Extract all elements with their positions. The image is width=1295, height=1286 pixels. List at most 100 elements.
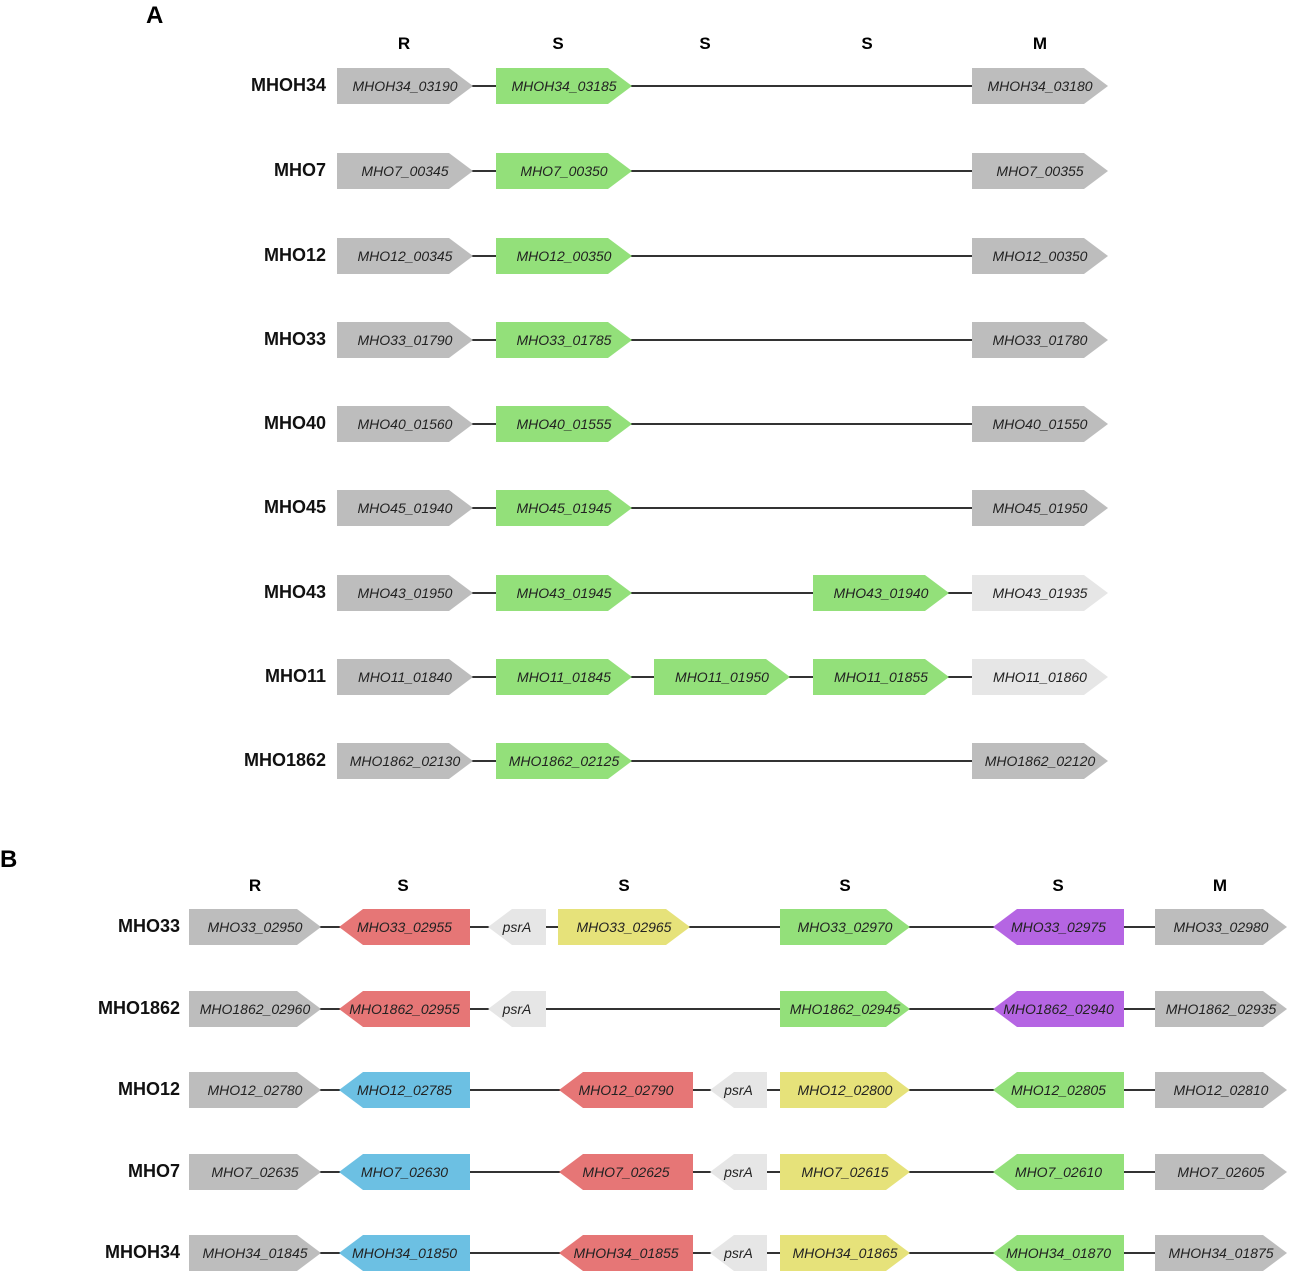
gene-label: MHO12_00345 [357, 248, 453, 264]
gene-label: MHO40_01550 [992, 416, 1088, 432]
gene-label: MHO1862_02940 [1003, 1001, 1114, 1017]
gene-arrow-fill [972, 153, 1108, 189]
column-header: S [699, 34, 711, 53]
gene-arrow: MHO7_00350 [496, 153, 632, 189]
gene-arrow: MHOH34_01850 [339, 1235, 470, 1271]
column-header: M [1032, 34, 1048, 53]
gene-label: MHO12_02810 [1173, 1082, 1269, 1098]
gene-arrow-fill [993, 1235, 1124, 1271]
gene-arrow-shape [559, 1072, 693, 1108]
gene-arrow: MHO40_01555 [496, 406, 632, 442]
gene-label: psrA [724, 1164, 753, 1180]
gene-arrow: MHO33_02950 [189, 909, 321, 945]
gene-arrow-shape [337, 68, 473, 104]
gene-arrow-shape [972, 406, 1108, 442]
cluster-row: MHO7 MHO7_02635 MHO7_02630 MHO7_02625 psrA MH… [0, 1154, 1295, 1190]
strain-label: MHO11 [264, 666, 326, 686]
gene-label: MHO33_01780 [992, 332, 1088, 348]
gene-label: psrA [502, 1001, 532, 1017]
gene-arrow-shape [337, 238, 473, 274]
gene-arrow-fill [813, 575, 949, 611]
gene-arrow-shape [337, 490, 473, 526]
gene-arrow-shape [993, 909, 1124, 945]
gene-arrow: MHOH34_01875 [1155, 1235, 1287, 1271]
gene-label: MHO33_02980 [1173, 919, 1269, 935]
gene-arrow: MHO11_01950 [654, 659, 790, 695]
gene-label: MHO12_02805 [1011, 1082, 1106, 1098]
gene-label: MHO1862_02945 [789, 1001, 901, 1017]
column-header: S [618, 876, 630, 895]
gene-arrow-shape [1155, 1235, 1287, 1271]
backbone-line [357, 507, 992, 509]
gene-arrow-fill [1155, 1154, 1287, 1190]
gene-arrow-fill [972, 322, 1108, 358]
strain-label: MHO12 [117, 1079, 180, 1099]
gene-arrow: MHO1862_02960 [189, 991, 321, 1027]
column-header: S [1052, 876, 1064, 895]
gene-arrow: MHO1862_02955 [339, 991, 470, 1027]
strain-label: MHO12 [263, 245, 326, 265]
gene-arrow-fill [189, 1072, 321, 1108]
gene-arrow: MHO40_01560 [337, 406, 473, 442]
gene-arrow-fill [339, 909, 470, 945]
gene-arrow-fill [780, 1072, 910, 1108]
gene-label: MHO33_01785 [516, 332, 612, 348]
gene-arrow-shape [972, 68, 1108, 104]
gene-label: MHO45_01950 [992, 500, 1088, 516]
gene-arrow-fill [993, 1072, 1124, 1108]
gene-label: MHO12_00350 [992, 248, 1088, 264]
gene-label: MHO11_01845 [517, 669, 611, 685]
gene-arrow-shape [972, 743, 1108, 779]
gene-arrow-fill [780, 1154, 910, 1190]
gene-arrow-shape [189, 991, 321, 1027]
gene-arrow-shape [780, 991, 910, 1027]
cluster-row: MHO1862 MHO1862_02960 MHO1862_02955 psrA MHO… [0, 991, 1295, 1027]
gene-arrow-fill [337, 153, 473, 189]
gene-arrow-fill [993, 1154, 1124, 1190]
gene-arrow: MHO33_02965 [558, 909, 690, 945]
gene-arrow: MHO33_02975 [993, 909, 1124, 945]
column-header: R [248, 876, 262, 895]
gene-arrow-shape [993, 1154, 1124, 1190]
column-header: M [1212, 876, 1228, 895]
gene-arrow: MHO33_02955 [339, 909, 470, 945]
column-header: S [839, 876, 851, 895]
backbone-line [357, 85, 992, 87]
gene-arrow-shape [339, 991, 470, 1027]
strain-label: MHO7 [273, 160, 326, 180]
gene-arrow-shape [813, 659, 949, 695]
gene-label: MHO7_02635 [211, 1164, 299, 1180]
gene-arrow-shape [496, 68, 632, 104]
gene-arrow-shape [972, 322, 1108, 358]
gene-arrow: MHO12_00350 [972, 238, 1108, 274]
gene-arrow: MHO1862_02940 [993, 991, 1124, 1027]
gene-arrow-fill [780, 909, 910, 945]
gene-label: MHO40_01560 [357, 416, 453, 432]
gene-arrow: MHO12_02790 [559, 1072, 693, 1108]
gene-label: MHOH34_03180 [987, 78, 1093, 94]
gene-arrow: psrA [710, 1154, 767, 1190]
gene-arrow-fill [654, 659, 790, 695]
gene-arrow: MHO11_01855 [813, 659, 949, 695]
gene-label: MHO11_01855 [834, 669, 928, 685]
gene-arrow: MHOH34_03190 [337, 68, 473, 104]
cluster-row: MHO33 MHO33_01790 MHO33_01785 MHO33_01780 [0, 322, 1295, 358]
gene-arrow-fill [558, 909, 690, 945]
gene-label: MHO1862_02955 [349, 1001, 460, 1017]
gene-arrow-fill [972, 68, 1108, 104]
backbone-line [209, 1008, 1175, 1010]
gene-arrow: MHO45_01950 [972, 490, 1108, 526]
gene-arrow-shape [813, 575, 949, 611]
gene-arrow: MHO7_02625 [559, 1154, 693, 1190]
gene-arrow-shape [189, 909, 321, 945]
column-header: S [861, 34, 873, 53]
gene-arrow: MHO7_02615 [780, 1154, 910, 1190]
gene-label: psrA [502, 919, 532, 935]
strain-label: MHOH34 [104, 1242, 180, 1262]
gene-arrow: MHO33_02980 [1155, 909, 1287, 945]
gene-label: MHO33_02965 [576, 919, 672, 935]
gene-arrow-fill [337, 490, 473, 526]
cluster-row: MHO12 MHO12_02780 MHO12_02785 MHO12_02790 ps… [0, 1072, 1295, 1108]
gene-arrow-shape [780, 909, 910, 945]
